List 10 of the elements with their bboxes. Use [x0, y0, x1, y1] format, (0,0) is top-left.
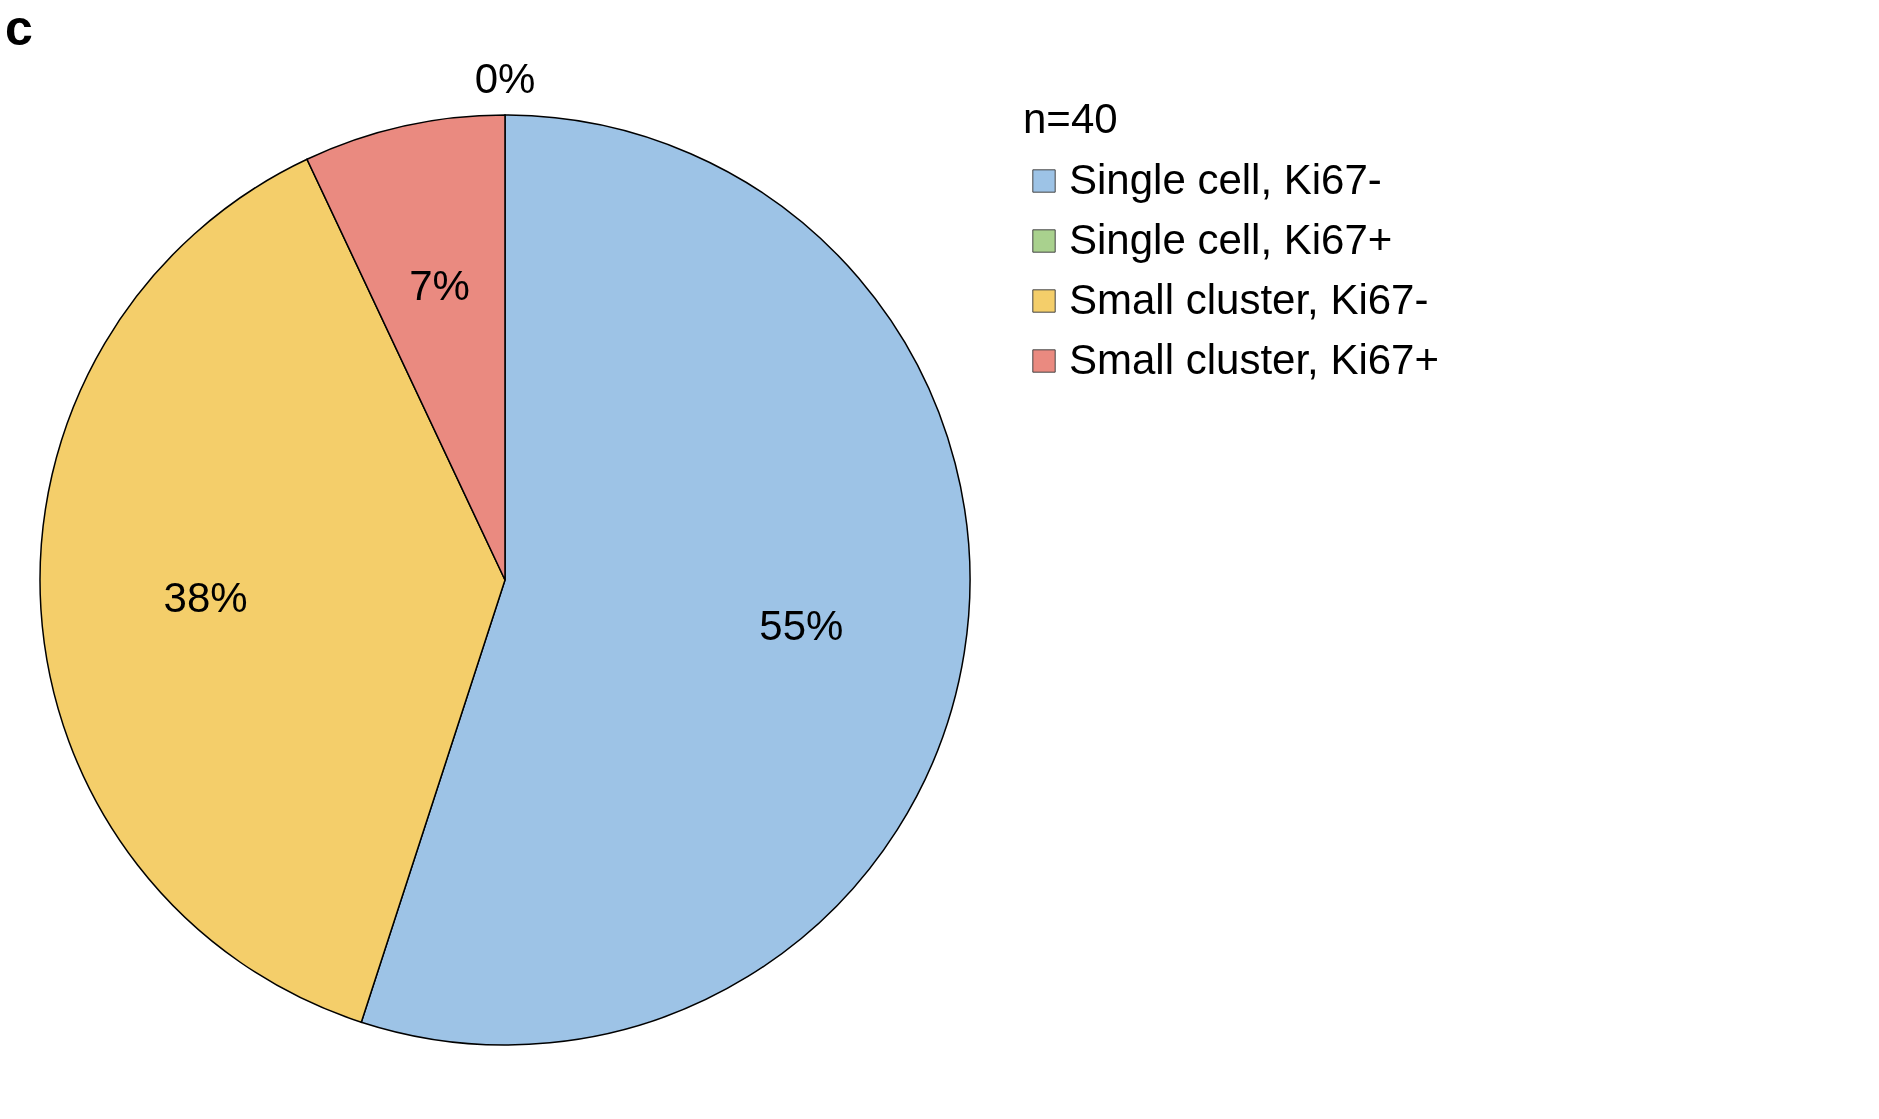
- text: 0%: [474, 55, 536, 102]
- legend-label: Single cell, Ki67-: [1069, 156, 1382, 203]
- legend-label: Small cluster, Ki67+: [1069, 336, 1440, 383]
- data-label: 38%: [163, 573, 248, 621]
- chart-title: c: [5, 0, 33, 56]
- legend-label: Single cell, Ki67+: [1069, 216, 1393, 263]
- data-label: 55%: [759, 601, 844, 649]
- legend-label: Small cluster, Ki67-: [1069, 276, 1429, 323]
- legend-title: n=40: [1023, 95, 1118, 142]
- data-label: 7%: [409, 262, 470, 310]
